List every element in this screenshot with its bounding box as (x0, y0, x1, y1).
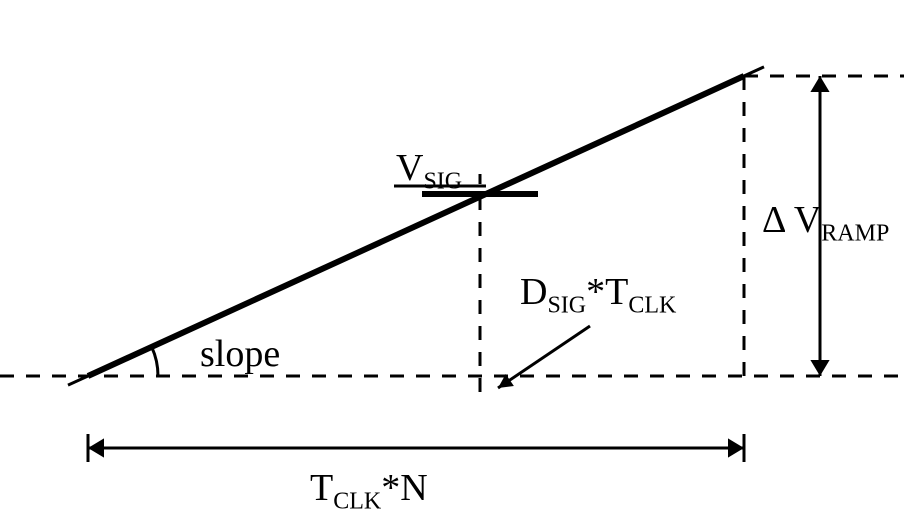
svg-text:slope: slope (200, 333, 280, 375)
svg-text:TCLK*N: TCLK*N (310, 467, 428, 514)
svg-text:DSIG*TCLK: DSIG*TCLK (520, 271, 677, 318)
svg-text:Δ VRAMP: Δ VRAMP (762, 199, 889, 246)
ramp-diagram: slopeVSIGΔ VRAMPDSIG*TCLKTCLK*N (0, 0, 904, 520)
